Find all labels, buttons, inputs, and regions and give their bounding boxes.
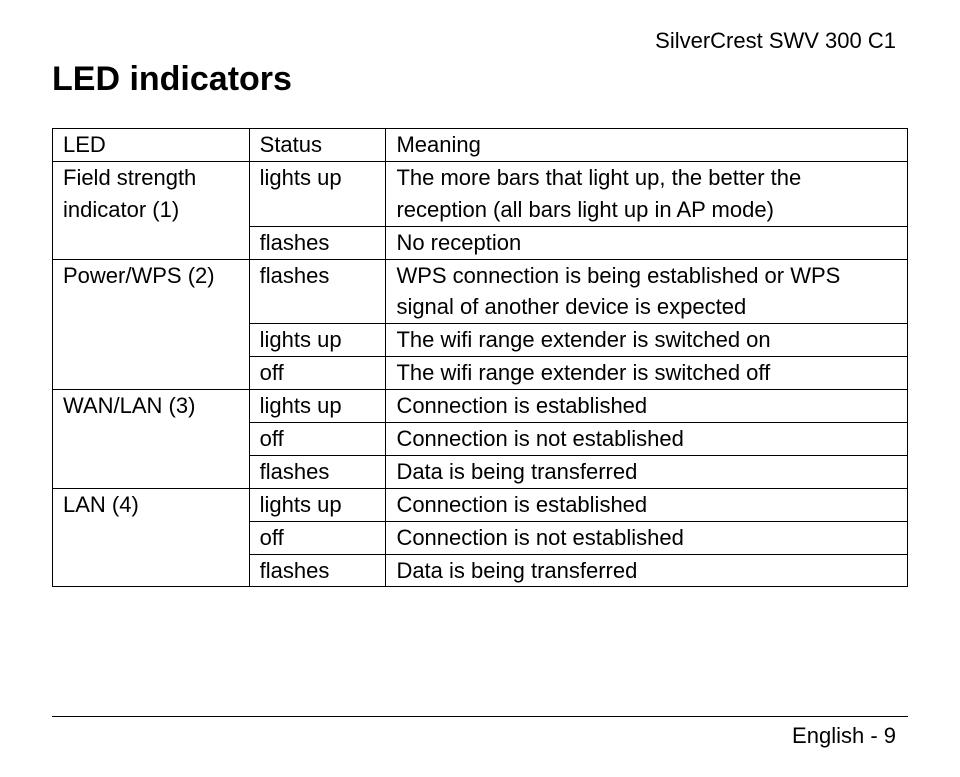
cell-status: flashes xyxy=(249,259,386,324)
led-table: LED Status Meaning Field strength indica… xyxy=(52,128,908,587)
cell-status: off xyxy=(249,423,386,456)
table-row: WAN/LAN (3) lights up Connection is esta… xyxy=(53,390,908,423)
cell-meaning: The wifi range extender is switched on xyxy=(386,324,908,357)
cell-status: lights up xyxy=(249,488,386,521)
cell-meaning: Data is being transferred xyxy=(386,455,908,488)
page-title: LED indicators xyxy=(52,60,292,99)
table-header-row: LED Status Meaning xyxy=(53,129,908,162)
cell-status: flashes xyxy=(249,226,386,259)
cell-meaning: The more bars that light up, the better … xyxy=(386,161,908,226)
col-header-meaning: Meaning xyxy=(386,129,908,162)
cell-meaning: Connection is established xyxy=(386,488,908,521)
cell-led: Power/WPS (2) xyxy=(53,259,250,390)
cell-meaning: No reception xyxy=(386,226,908,259)
cell-status: off xyxy=(249,357,386,390)
cell-meaning: Connection is established xyxy=(386,390,908,423)
cell-status: lights up xyxy=(249,324,386,357)
cell-status: flashes xyxy=(249,455,386,488)
footer-page-label: English - 9 xyxy=(792,723,896,749)
col-header-led: LED xyxy=(53,129,250,162)
footer-divider xyxy=(52,716,908,717)
table-row: Field strength indicator (1) lights up T… xyxy=(53,161,908,226)
cell-meaning: The wifi range extender is switched off xyxy=(386,357,908,390)
led-table-wrap: LED Status Meaning Field strength indica… xyxy=(52,128,908,587)
cell-led: WAN/LAN (3) xyxy=(53,390,250,489)
cell-status: flashes xyxy=(249,554,386,587)
cell-meaning: Data is being transferred xyxy=(386,554,908,587)
page: SilverCrest SWV 300 C1 LED indicators LE… xyxy=(0,0,960,777)
cell-meaning: Connection is not established xyxy=(386,423,908,456)
cell-status: off xyxy=(249,521,386,554)
cell-meaning: WPS connection is being established or W… xyxy=(386,259,908,324)
cell-status: lights up xyxy=(249,161,386,226)
cell-meaning: Connection is not established xyxy=(386,521,908,554)
cell-status: lights up xyxy=(249,390,386,423)
col-header-status: Status xyxy=(249,129,386,162)
table-row: LAN (4) lights up Connection is establis… xyxy=(53,488,908,521)
table-row: Power/WPS (2) flashes WPS connection is … xyxy=(53,259,908,324)
cell-led: LAN (4) xyxy=(53,488,250,587)
model-label: SilverCrest SWV 300 C1 xyxy=(655,28,896,54)
cell-led: Field strength indicator (1) xyxy=(53,161,250,259)
